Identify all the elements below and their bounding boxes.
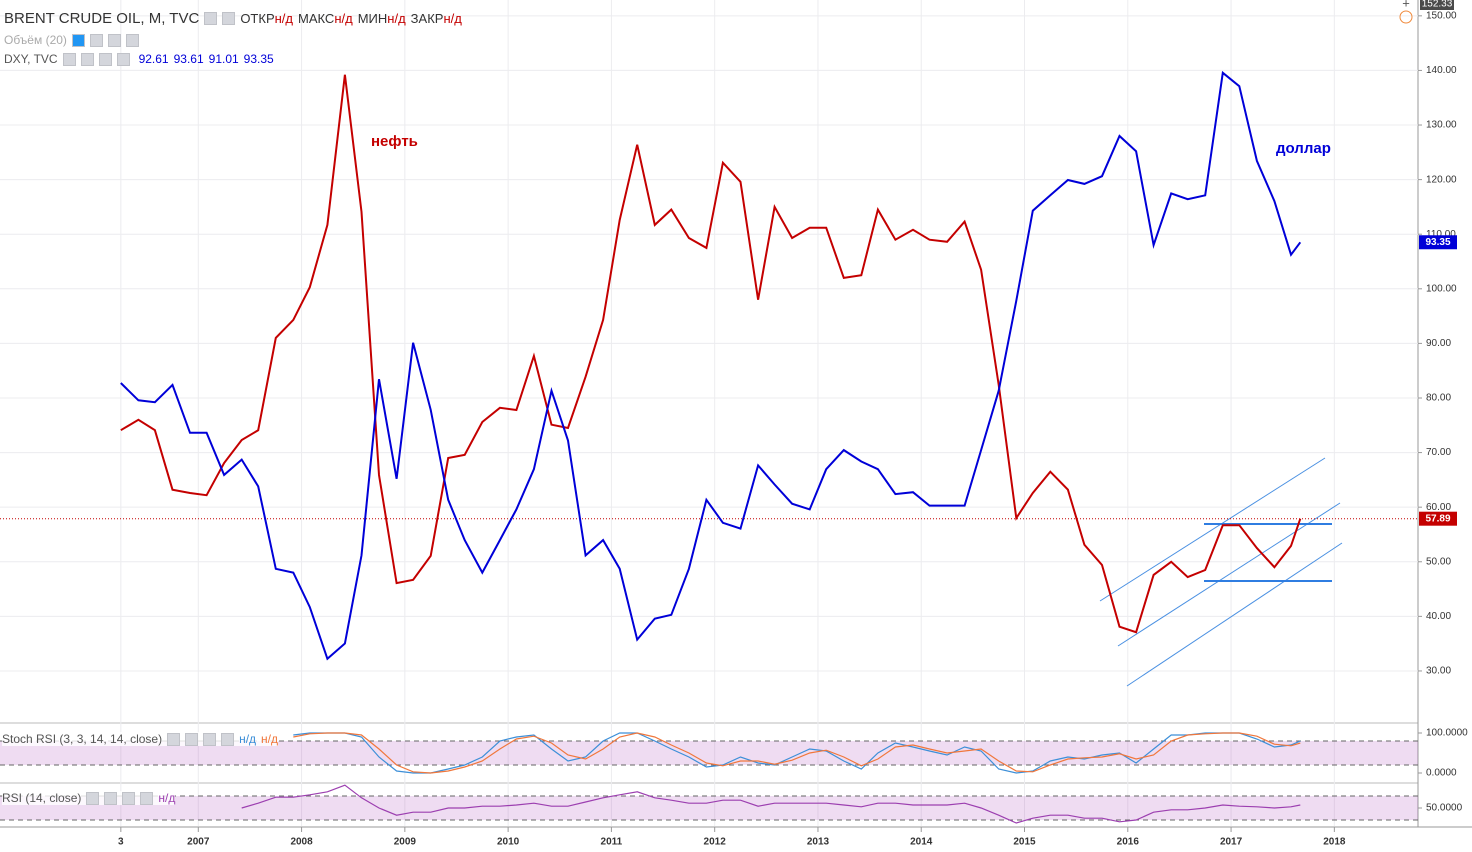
x-tick-label: 2010	[497, 837, 520, 848]
y-tick-label: 40.00	[1426, 611, 1451, 622]
user-drawings	[1099, 457, 1343, 687]
x-tick-label: 2012	[704, 837, 727, 848]
series-line	[293, 732, 1301, 774]
ohlc-value: н/д	[274, 11, 293, 26]
volume-label: Объём (20)	[4, 33, 67, 47]
trend-line	[1117, 502, 1341, 647]
plus-icon[interactable]	[107, 33, 121, 47]
last-value-badge	[1419, 235, 1457, 250]
indicator-value: н/д	[158, 791, 176, 805]
volume-legend: Объём (20)	[4, 33, 139, 47]
trend-line	[1126, 542, 1343, 687]
x-tick-label: 2011	[601, 837, 623, 848]
settings-icon[interactable]	[204, 12, 218, 25]
alert-icon[interactable]	[1399, 10, 1413, 24]
indicator-value: н/д	[261, 732, 279, 746]
gear-icon[interactable]	[185, 732, 199, 746]
y-tick-label: 100.00	[1426, 283, 1457, 294]
y-tick-label: 120.00	[1426, 174, 1457, 185]
scale-top-badge	[1420, 0, 1454, 10]
y-tick-label: 30.00	[1426, 666, 1451, 677]
close-icon[interactable]	[116, 52, 130, 66]
visibility-icon[interactable]	[86, 791, 100, 805]
trend-line	[1099, 457, 1326, 602]
ohlc-label: ОТКР	[240, 11, 275, 26]
main-legend: BRENT CRUDE OIL, M, TVC ОТКР н/д МАКС н/д …	[4, 10, 462, 27]
series-line	[241, 784, 1301, 824]
ohlc-label: МАКС	[298, 11, 335, 26]
settings-icon[interactable]	[62, 52, 76, 66]
visibility-icon[interactable]	[71, 33, 85, 47]
close-icon[interactable]	[125, 33, 139, 47]
last-value-label: 57.89	[1425, 513, 1450, 524]
visibility-icon[interactable]	[167, 732, 181, 746]
plus-icon[interactable]	[98, 52, 112, 66]
ohlc-value: н/д	[387, 11, 406, 26]
y-tick-label: 80.00	[1426, 393, 1451, 404]
band-fill	[0, 796, 1418, 820]
add-button[interactable]: +	[1402, 0, 1410, 10]
last-value-badge	[1419, 511, 1457, 526]
ohlc-value: н/д	[443, 11, 462, 26]
y-tick-label: 50.00	[1426, 556, 1451, 567]
ohlc-value: 93.35	[243, 52, 274, 66]
indicator-title: RSI (14, close)	[2, 791, 82, 805]
gear-icon[interactable]	[80, 52, 94, 66]
scale-top-value: 152.33	[1422, 0, 1453, 10]
ohlc-value: 92.61	[138, 52, 169, 66]
ohlc-value: 91.01	[208, 52, 239, 66]
ohlc-label: МИН	[357, 11, 388, 26]
y-tick-label: 130.00	[1426, 120, 1457, 131]
series-name: BRENT CRUDE OIL, M, TVC	[4, 10, 200, 27]
stoch-legend: Stoch RSI (3, 3, 14, 14, close) н/д н/д	[2, 732, 279, 746]
plus-icon[interactable]	[203, 732, 217, 746]
gear-icon[interactable]	[104, 791, 118, 805]
x-tick-label: 2016	[1117, 837, 1140, 848]
series-name: DXY, TVC	[4, 52, 58, 66]
y-tick-label: 90.00	[1426, 338, 1451, 349]
y-tick-label: 50.0000	[1426, 803, 1463, 814]
y-tick-label: 100.0000	[1426, 728, 1468, 739]
annotation: доллар	[1276, 140, 1331, 157]
y-tick-label: 70.00	[1426, 447, 1451, 458]
rsi-legend: RSI (14, close) н/д	[2, 791, 176, 805]
last-value-label: 93.35	[1425, 237, 1450, 248]
ohlc-value: 93.61	[173, 52, 204, 66]
y-tick-label: 0.0000	[1426, 768, 1457, 779]
y-tick-label: 150.00	[1426, 10, 1457, 21]
annotation: нефть	[371, 133, 418, 150]
gear-icon[interactable]	[89, 33, 103, 47]
ohlc-value: н/д	[334, 11, 353, 26]
series-line	[120, 74, 1302, 634]
indicator-value: н/д	[239, 732, 257, 746]
gear-icon[interactable]	[222, 12, 236, 25]
x-tick-label: 2013	[807, 837, 830, 848]
y-tick-label: 60.00	[1426, 502, 1451, 513]
x-tick-label: 2009	[394, 837, 417, 848]
x-tick-label: 3	[118, 837, 124, 848]
x-tick-label: 2014	[910, 837, 933, 848]
dxy-legend: DXY, TVC 92.61 93.61 91.01 93.35	[4, 52, 274, 66]
x-tick-label: 2018	[1323, 837, 1346, 848]
close-icon[interactable]	[221, 732, 235, 746]
x-tick-label: 2008	[290, 837, 313, 848]
indicator-title: Stoch RSI (3, 3, 14, 14, close)	[2, 732, 163, 746]
x-tick-label: 2007	[187, 837, 210, 848]
ohlc-label: ЗАКР	[410, 11, 444, 26]
y-tick-label: 140.00	[1426, 65, 1457, 76]
y-tick-label: 110.00	[1426, 229, 1456, 240]
close-icon[interactable]	[140, 791, 154, 805]
series-line	[293, 732, 1301, 774]
x-tick-label: 2017	[1220, 837, 1243, 848]
plus-icon[interactable]	[122, 791, 136, 805]
x-tick-label: 2015	[1013, 837, 1036, 848]
series-line	[120, 70, 1302, 661]
